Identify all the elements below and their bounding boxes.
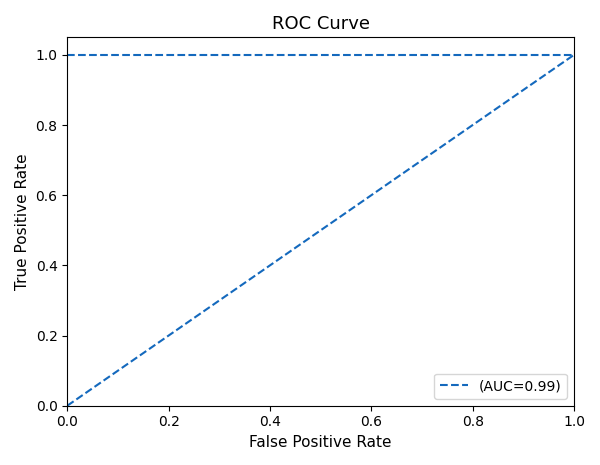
Title: ROC Curve: ROC Curve bbox=[272, 15, 370, 33]
Legend: (AUC=0.99): (AUC=0.99) bbox=[434, 374, 567, 399]
Y-axis label: True Positive Rate: True Positive Rate bbox=[15, 153, 30, 290]
X-axis label: False Positive Rate: False Positive Rate bbox=[250, 435, 392, 450]
